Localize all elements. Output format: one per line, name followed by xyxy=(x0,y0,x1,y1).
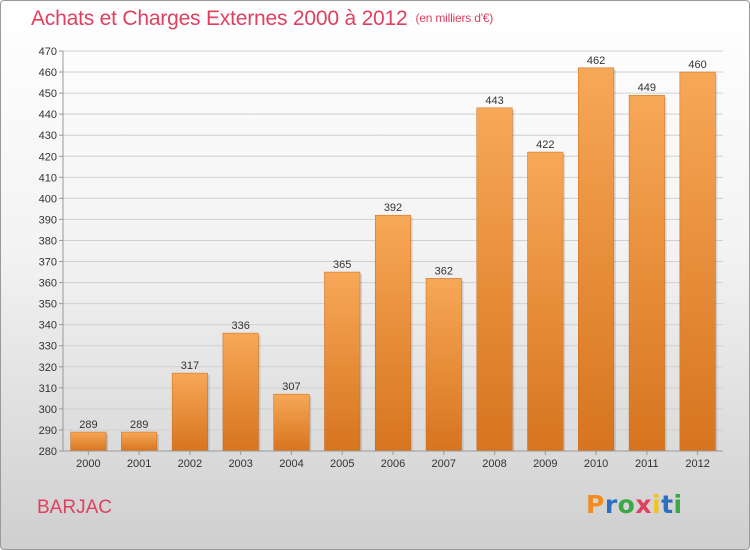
bar-value-label: 422 xyxy=(536,139,554,151)
bar xyxy=(527,151,564,452)
y-tick-label: 460 xyxy=(39,67,57,79)
bars: 289 289 317 336 307 365 392 362 443 422 462 449 460 xyxy=(70,55,718,452)
bar-value-label: 336 xyxy=(232,320,250,332)
bar xyxy=(171,372,208,452)
y-tick-label: 440 xyxy=(39,109,57,121)
y-tick-label: 300 xyxy=(39,404,57,416)
logo-letter: i xyxy=(652,490,662,519)
proxiti-logo[interactable]: Proxiti xyxy=(586,490,683,519)
chart-title: Achats et Charges Externes 2000 à 2012 (e… xyxy=(31,7,493,31)
x-tick-label: 2000 xyxy=(76,458,100,470)
bar-value-label: 460 xyxy=(688,59,706,71)
bar-value-label: 307 xyxy=(282,381,300,393)
logo-letter: i xyxy=(673,490,683,519)
chart-unit: (en milliers d'€) xyxy=(415,11,494,25)
y-tick-label: 410 xyxy=(39,172,57,184)
bar-value-label: 392 xyxy=(384,202,402,214)
y-tick-label: 360 xyxy=(39,278,57,290)
logo-letter: o xyxy=(617,490,636,519)
bar xyxy=(476,107,513,452)
y-tick-label: 330 xyxy=(39,341,57,353)
x-tick-label: 2002 xyxy=(178,458,202,470)
bar-value-label: 362 xyxy=(435,265,453,277)
logo-letter: r xyxy=(604,490,618,519)
y-tick-label: 420 xyxy=(39,151,57,163)
bar-value-label: 449 xyxy=(638,82,656,94)
bar xyxy=(121,431,158,452)
chart-title-text: Achats et Charges Externes 2000 à 2012 xyxy=(31,7,408,30)
y-tick-label: 430 xyxy=(39,130,57,142)
y-tick-label: 470 xyxy=(39,46,57,58)
bar-value-label: 289 xyxy=(79,419,97,431)
town-name: BARJAC xyxy=(37,497,112,518)
bar xyxy=(628,94,665,452)
bar-value-label: 462 xyxy=(587,55,605,67)
x-tick-label: 2005 xyxy=(330,458,354,470)
bar xyxy=(425,278,462,452)
x-tick-label: 2010 xyxy=(584,458,608,470)
bar xyxy=(324,271,361,452)
y-tick-label: 380 xyxy=(39,235,57,247)
bar xyxy=(679,71,716,452)
x-tick-label: 2008 xyxy=(482,458,506,470)
bar xyxy=(273,393,310,452)
x-tick-label: 2007 xyxy=(432,458,456,470)
logo-letter: t xyxy=(661,490,674,519)
logo-letter: P xyxy=(586,490,605,519)
x-tick-label: 2003 xyxy=(228,458,252,470)
y-tick-label: 350 xyxy=(39,299,57,311)
y-tick-label: 290 xyxy=(39,425,57,437)
y-tick-label: 320 xyxy=(39,362,57,374)
logo-letter: x xyxy=(635,490,652,519)
y-tick-label: 340 xyxy=(39,320,57,332)
y-tick-label: 280 xyxy=(39,446,57,458)
bar xyxy=(222,332,259,452)
x-tick-label: 2009 xyxy=(533,458,557,470)
bar-value-label: 317 xyxy=(181,360,199,372)
y-tick-label: 400 xyxy=(39,193,57,205)
x-tick-label: 2006 xyxy=(381,458,405,470)
bar xyxy=(70,431,107,452)
x-tick-label: 2001 xyxy=(127,458,151,470)
y-tick-label: 310 xyxy=(39,383,57,395)
bar-value-label: 365 xyxy=(333,259,351,271)
y-tick-label: 390 xyxy=(39,214,57,226)
bar-value-label: 289 xyxy=(130,419,148,431)
bar xyxy=(578,67,615,452)
x-tick-label: 2004 xyxy=(279,458,303,470)
bar-value-label: 443 xyxy=(485,95,503,107)
x-tick-label: 2012 xyxy=(685,458,709,470)
x-tick-label: 2011 xyxy=(635,458,659,470)
bar xyxy=(374,214,412,452)
y-tick-label: 370 xyxy=(39,257,57,269)
y-tick-label: 450 xyxy=(39,88,57,100)
axes: 280 290 300 310 320 330 340 350 360 370 380 390 400 4… xyxy=(39,46,723,470)
